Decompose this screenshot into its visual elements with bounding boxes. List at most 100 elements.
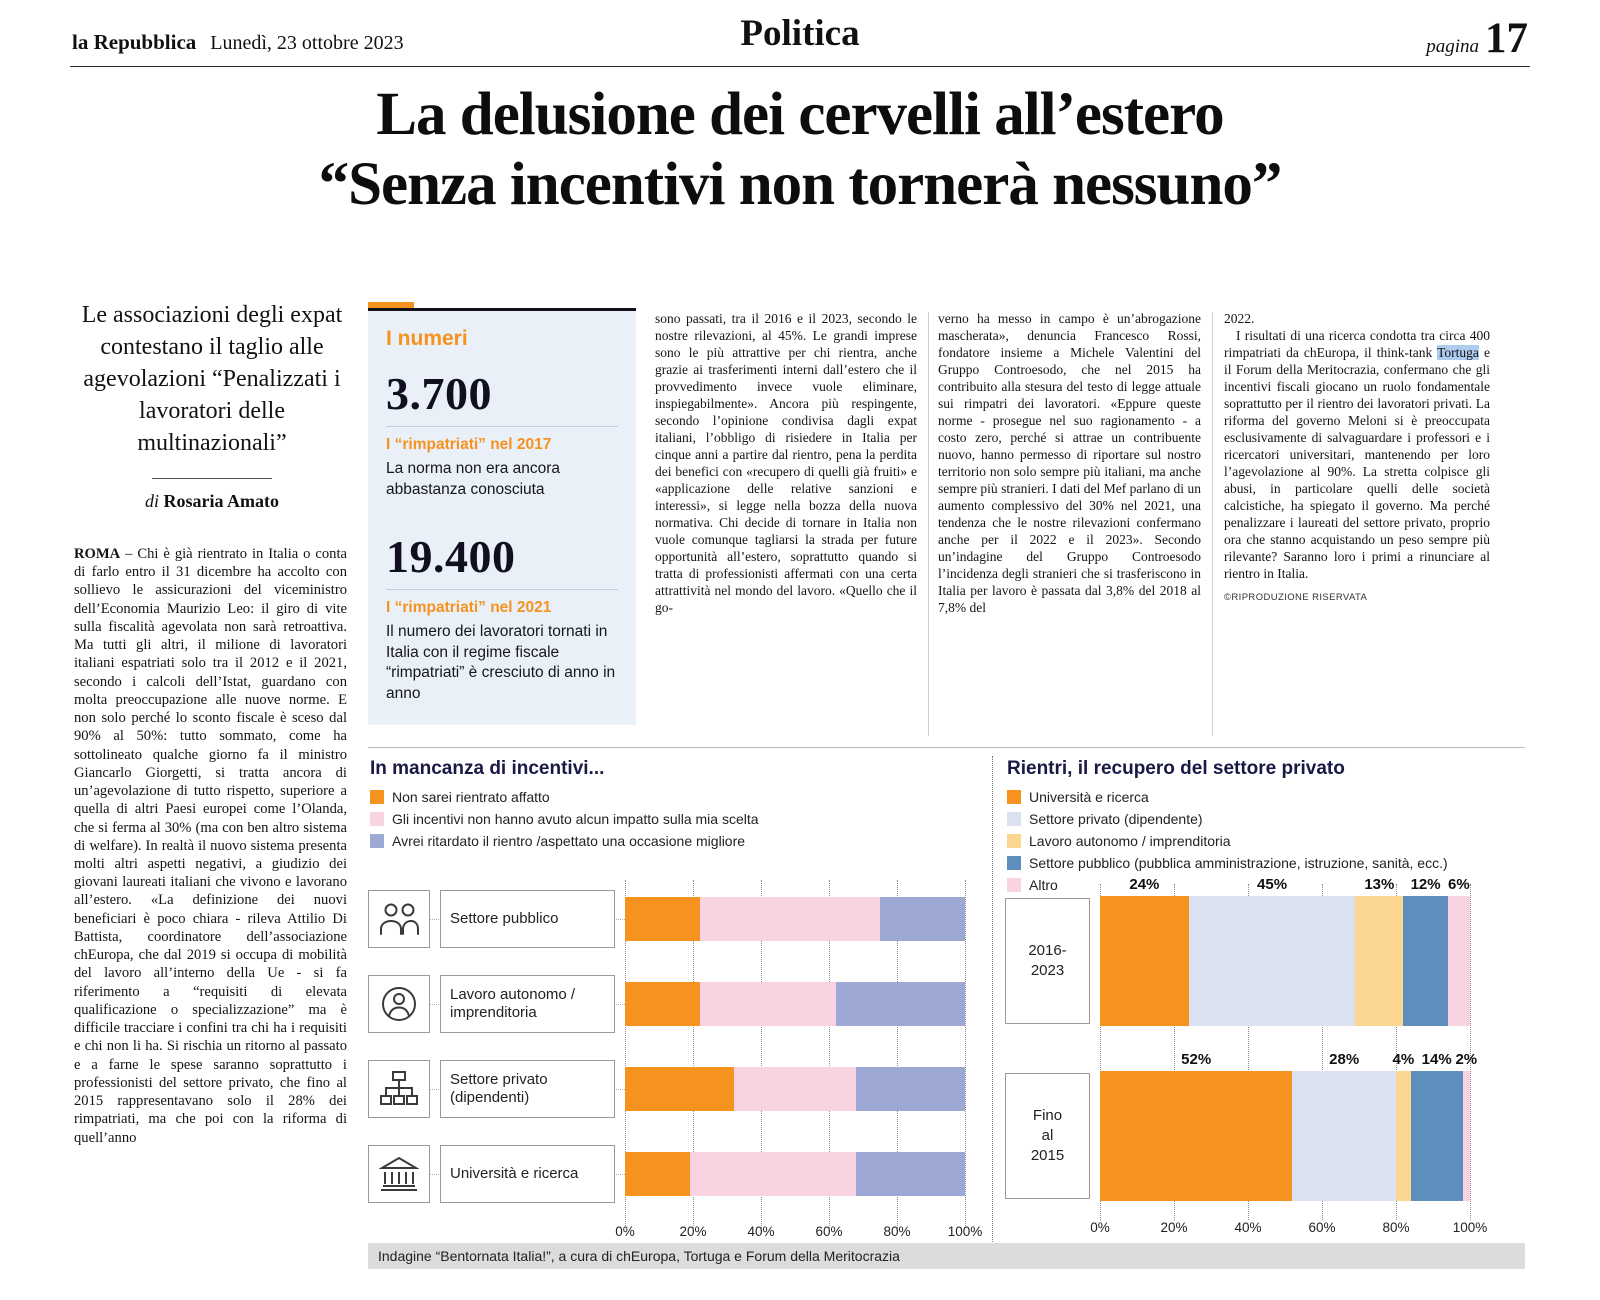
- axis-tick: 60%: [815, 1224, 843, 1239]
- section-title: Politica: [740, 13, 860, 54]
- bar-segment: [1462, 1071, 1470, 1201]
- legend-item: Avrei ritardato il rientro /aspettato un…: [370, 830, 759, 852]
- category-label: Settore privato (dipendenti): [440, 1060, 615, 1118]
- value-label: 4%: [1392, 1051, 1415, 1068]
- gridline: [693, 880, 694, 1228]
- legend-swatch: [1007, 878, 1021, 892]
- gridline: [1322, 884, 1323, 1220]
- column-1-text: – Chi è già rientrato in Italia o conta …: [74, 546, 347, 1146]
- stat-label: I “rimpatriati” nel 2021: [386, 599, 552, 617]
- headline: La delusione dei cervelli all’estero “Se…: [0, 80, 1600, 220]
- org-chart-icon: [368, 1060, 430, 1118]
- gridline: [897, 880, 898, 1228]
- bar-segment: [689, 1152, 857, 1196]
- bar-segment: [1100, 1071, 1293, 1201]
- bar-segment: [1355, 896, 1404, 1026]
- column-5-paragraph: I risultati di una ricerca condotta tra …: [1224, 327, 1490, 582]
- article-column-1: ROMA – Chi è già rientrato in Italia o c…: [74, 545, 347, 1267]
- article-head: Le associazioni degli expat contestano i…: [72, 300, 352, 512]
- legend-swatch: [1007, 834, 1021, 848]
- bar-segment: [625, 982, 700, 1026]
- headline-line2: “Senza incentivi non tornerà nessuno”: [318, 151, 1283, 219]
- legend-item: Gli incentivi non hanno avuto alcun impa…: [370, 808, 759, 830]
- stacked-bar: [625, 897, 965, 941]
- bar-segment: [879, 897, 965, 941]
- article-column-4: verno ha messo in campo è un’abrogazione…: [938, 311, 1201, 615]
- legend-label: Settore privato (dipendente): [1029, 811, 1203, 827]
- axis-incentives: 0% 20% 40% 60% 80% 100%: [368, 1224, 988, 1244]
- bar-segment: [856, 1067, 965, 1111]
- column-rule: [1212, 312, 1213, 736]
- legend-swatch: [370, 812, 384, 826]
- legend-rientri: Università e ricerca Settore privato (dip…: [1007, 786, 1448, 896]
- bar-segment: [1447, 896, 1470, 1026]
- gridline: [1396, 884, 1397, 1220]
- legend-label: Non sarei rientrato affatto: [392, 789, 550, 805]
- legend-swatch: [1007, 790, 1021, 804]
- gridline: [965, 880, 966, 1228]
- gridline: [1470, 884, 1471, 1220]
- bar-segment: [1403, 896, 1448, 1026]
- bar-segment: [835, 982, 965, 1026]
- axis-rientri: 0% 20% 40% 60% 80% 100%: [1005, 1220, 1525, 1240]
- copyright-notice: ©RIPRODUZIONE RISERVATA: [1224, 592, 1368, 603]
- numbers-box: I numeri 3.700 I “rimpatriati” nel 2017 …: [368, 302, 636, 725]
- bar-segment: [625, 1067, 734, 1111]
- bar-segment: [699, 982, 836, 1026]
- axis-tick: 80%: [883, 1224, 911, 1239]
- value-label: 24%: [1129, 876, 1160, 893]
- bar-segment: [1100, 896, 1189, 1026]
- value-label: 45%: [1257, 876, 1288, 893]
- legend-swatch: [1007, 856, 1021, 870]
- issue-date: Lunedì, 23 ottobre 2023: [210, 32, 404, 54]
- page-word: pagina: [1426, 36, 1479, 57]
- bar-segment: [1188, 896, 1356, 1026]
- category-label: Settore pubblico: [440, 890, 615, 948]
- stacked-bar: [1100, 896, 1470, 1026]
- headline-line1: La delusione dei cervelli all’estero: [376, 81, 1224, 148]
- accent-bar: [368, 302, 414, 308]
- category-label: Università e ricerca: [440, 1145, 615, 1203]
- value-label: 52%: [1181, 1051, 1212, 1068]
- article-column-5: 2022. I risultati di una ricerca condott…: [1224, 310, 1490, 740]
- axis-tick: 40%: [747, 1224, 775, 1239]
- value-label: 6%: [1448, 876, 1470, 893]
- value-label: 2%: [1455, 1051, 1478, 1068]
- infographic-source: Indagine “Bentornata Italia!”, a cura di…: [368, 1243, 1525, 1269]
- gridline: [1174, 884, 1175, 1220]
- gridline: [1248, 884, 1249, 1220]
- stacked-bar: [1100, 1071, 1470, 1201]
- axis-tick: 60%: [1308, 1220, 1336, 1235]
- chart-rientri: Rientri, il recupero del settore privato…: [1005, 758, 1525, 1242]
- gridline: [761, 880, 762, 1228]
- plot-incentives: Settore pubblico Lavoro autonomo / impren…: [368, 758, 988, 1242]
- bar-segment: [1410, 1071, 1463, 1201]
- value-label: 12%: [1410, 876, 1441, 893]
- column-5-lead: 2022.: [1224, 311, 1255, 326]
- bar-segment: [856, 1152, 965, 1196]
- legend-item: Università e ricerca: [1007, 786, 1448, 808]
- period-label: 2016- 2023: [1005, 898, 1090, 1024]
- article-column-3: sono passati, tra il 2016 e il 2023, sec…: [655, 311, 917, 615]
- masthead-right: pagina 17: [1426, 14, 1528, 63]
- byline-prefix: di: [144, 490, 164, 511]
- legend-item: Settore privato (dipendente): [1007, 808, 1448, 830]
- category-label: Lavoro autonomo / imprenditoria: [440, 975, 615, 1033]
- axis-tick: 20%: [1160, 1220, 1188, 1235]
- stat-item-2021: 19.400 I “rimpatriati” nel 2021 Il numer…: [386, 530, 618, 704]
- bar-segment: [1292, 1071, 1396, 1201]
- page-number: 17: [1485, 15, 1528, 62]
- legend-swatch: [1007, 812, 1021, 826]
- stacked-bar: [625, 982, 965, 1026]
- masthead-left: la Repubblica Lunedì, 23 ottobre 2023: [72, 30, 404, 55]
- legend-label: Gli incentivi non hanno avuto alcun impa…: [392, 811, 759, 827]
- gridline: [625, 880, 626, 1228]
- legend-label: Università e ricerca: [1029, 789, 1149, 805]
- legend-item: Non sarei rientrato affatto: [370, 786, 759, 808]
- legend-incentives: Non sarei rientrato affatto Gli incentivi…: [370, 786, 759, 852]
- legend-label: Lavoro autonomo / imprenditoria: [1029, 833, 1231, 849]
- axis-tick: 100%: [1452, 1220, 1488, 1235]
- chart-incentives: In mancanza di incentivi... Non sarei ri…: [368, 758, 988, 1242]
- column-5-text-before: I risultati di una ricerca condotta tra …: [1224, 328, 1490, 360]
